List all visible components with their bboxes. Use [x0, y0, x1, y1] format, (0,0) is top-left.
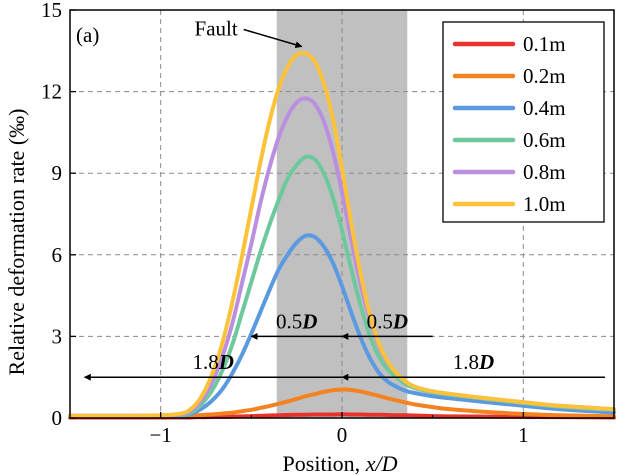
span-label-outer-right: 1.8D	[453, 350, 494, 374]
span-label-num-inner-left: 0.5	[276, 309, 302, 333]
legend-label-1: 0.2m	[523, 64, 566, 88]
y-tick-label-4: 12	[41, 80, 62, 104]
x-tick-label-2: 1	[518, 423, 529, 447]
series-line-0	[68, 412, 616, 420]
y-tick-label-2: 6	[52, 243, 63, 267]
series-line-2	[68, 233, 616, 418]
x-tick-label-1: 0	[337, 423, 348, 447]
fault-arrow	[243, 28, 303, 49]
span-label-var-inner-left: D	[301, 309, 317, 333]
span-label-num-outer-right: 1.8	[453, 350, 479, 374]
legend-label-3: 0.6m	[523, 128, 566, 152]
y-tick-label-0: 0	[52, 406, 63, 430]
series-line-1	[68, 387, 616, 419]
span-label-inner-left: 0.5D	[276, 309, 317, 333]
span-label-outer-left: 1.8D	[193, 350, 234, 374]
span-label-inner-right: 0.5D	[367, 309, 408, 333]
y-tick-label-5: 15	[41, 0, 62, 22]
x-axis-label-prefix: Position,	[283, 451, 366, 476]
span-label-num-inner-right: 0.5	[367, 309, 393, 333]
legend-label-0: 0.1m	[523, 32, 566, 56]
y-tick-label-1: 3	[52, 324, 63, 348]
y-axis-label: Relative deformation rate (‰)	[4, 109, 29, 376]
legend-label-2: 0.4m	[523, 96, 566, 120]
x-axis-label: Position, x/D	[283, 451, 398, 476]
legend-label-4: 0.8m	[523, 160, 566, 184]
span-label-var-outer-left: D	[218, 350, 234, 374]
series-line-5	[68, 50, 616, 418]
x-axis-label-var: x/D	[365, 451, 398, 476]
span-label-num-outer-left: 1.8	[193, 350, 219, 374]
span-label-var-outer-right: D	[478, 350, 494, 374]
y-tick-label-3: 9	[52, 161, 63, 185]
panel-label: (a)	[76, 23, 99, 47]
legend-label-5: 1.0m	[523, 192, 566, 216]
legend: 0.1m 0.2m 0.4m 0.6m 0.8m 1.0m	[442, 21, 605, 223]
legend-box	[442, 21, 605, 223]
fault-label: Fault	[195, 17, 238, 41]
series-layer	[68, 50, 616, 420]
axes-layer: 0 3 6 9 12 15 −1 0 1	[41, 0, 615, 447]
span-label-var-inner-right: D	[392, 309, 408, 333]
x-tick-label-0: −1	[149, 423, 171, 447]
